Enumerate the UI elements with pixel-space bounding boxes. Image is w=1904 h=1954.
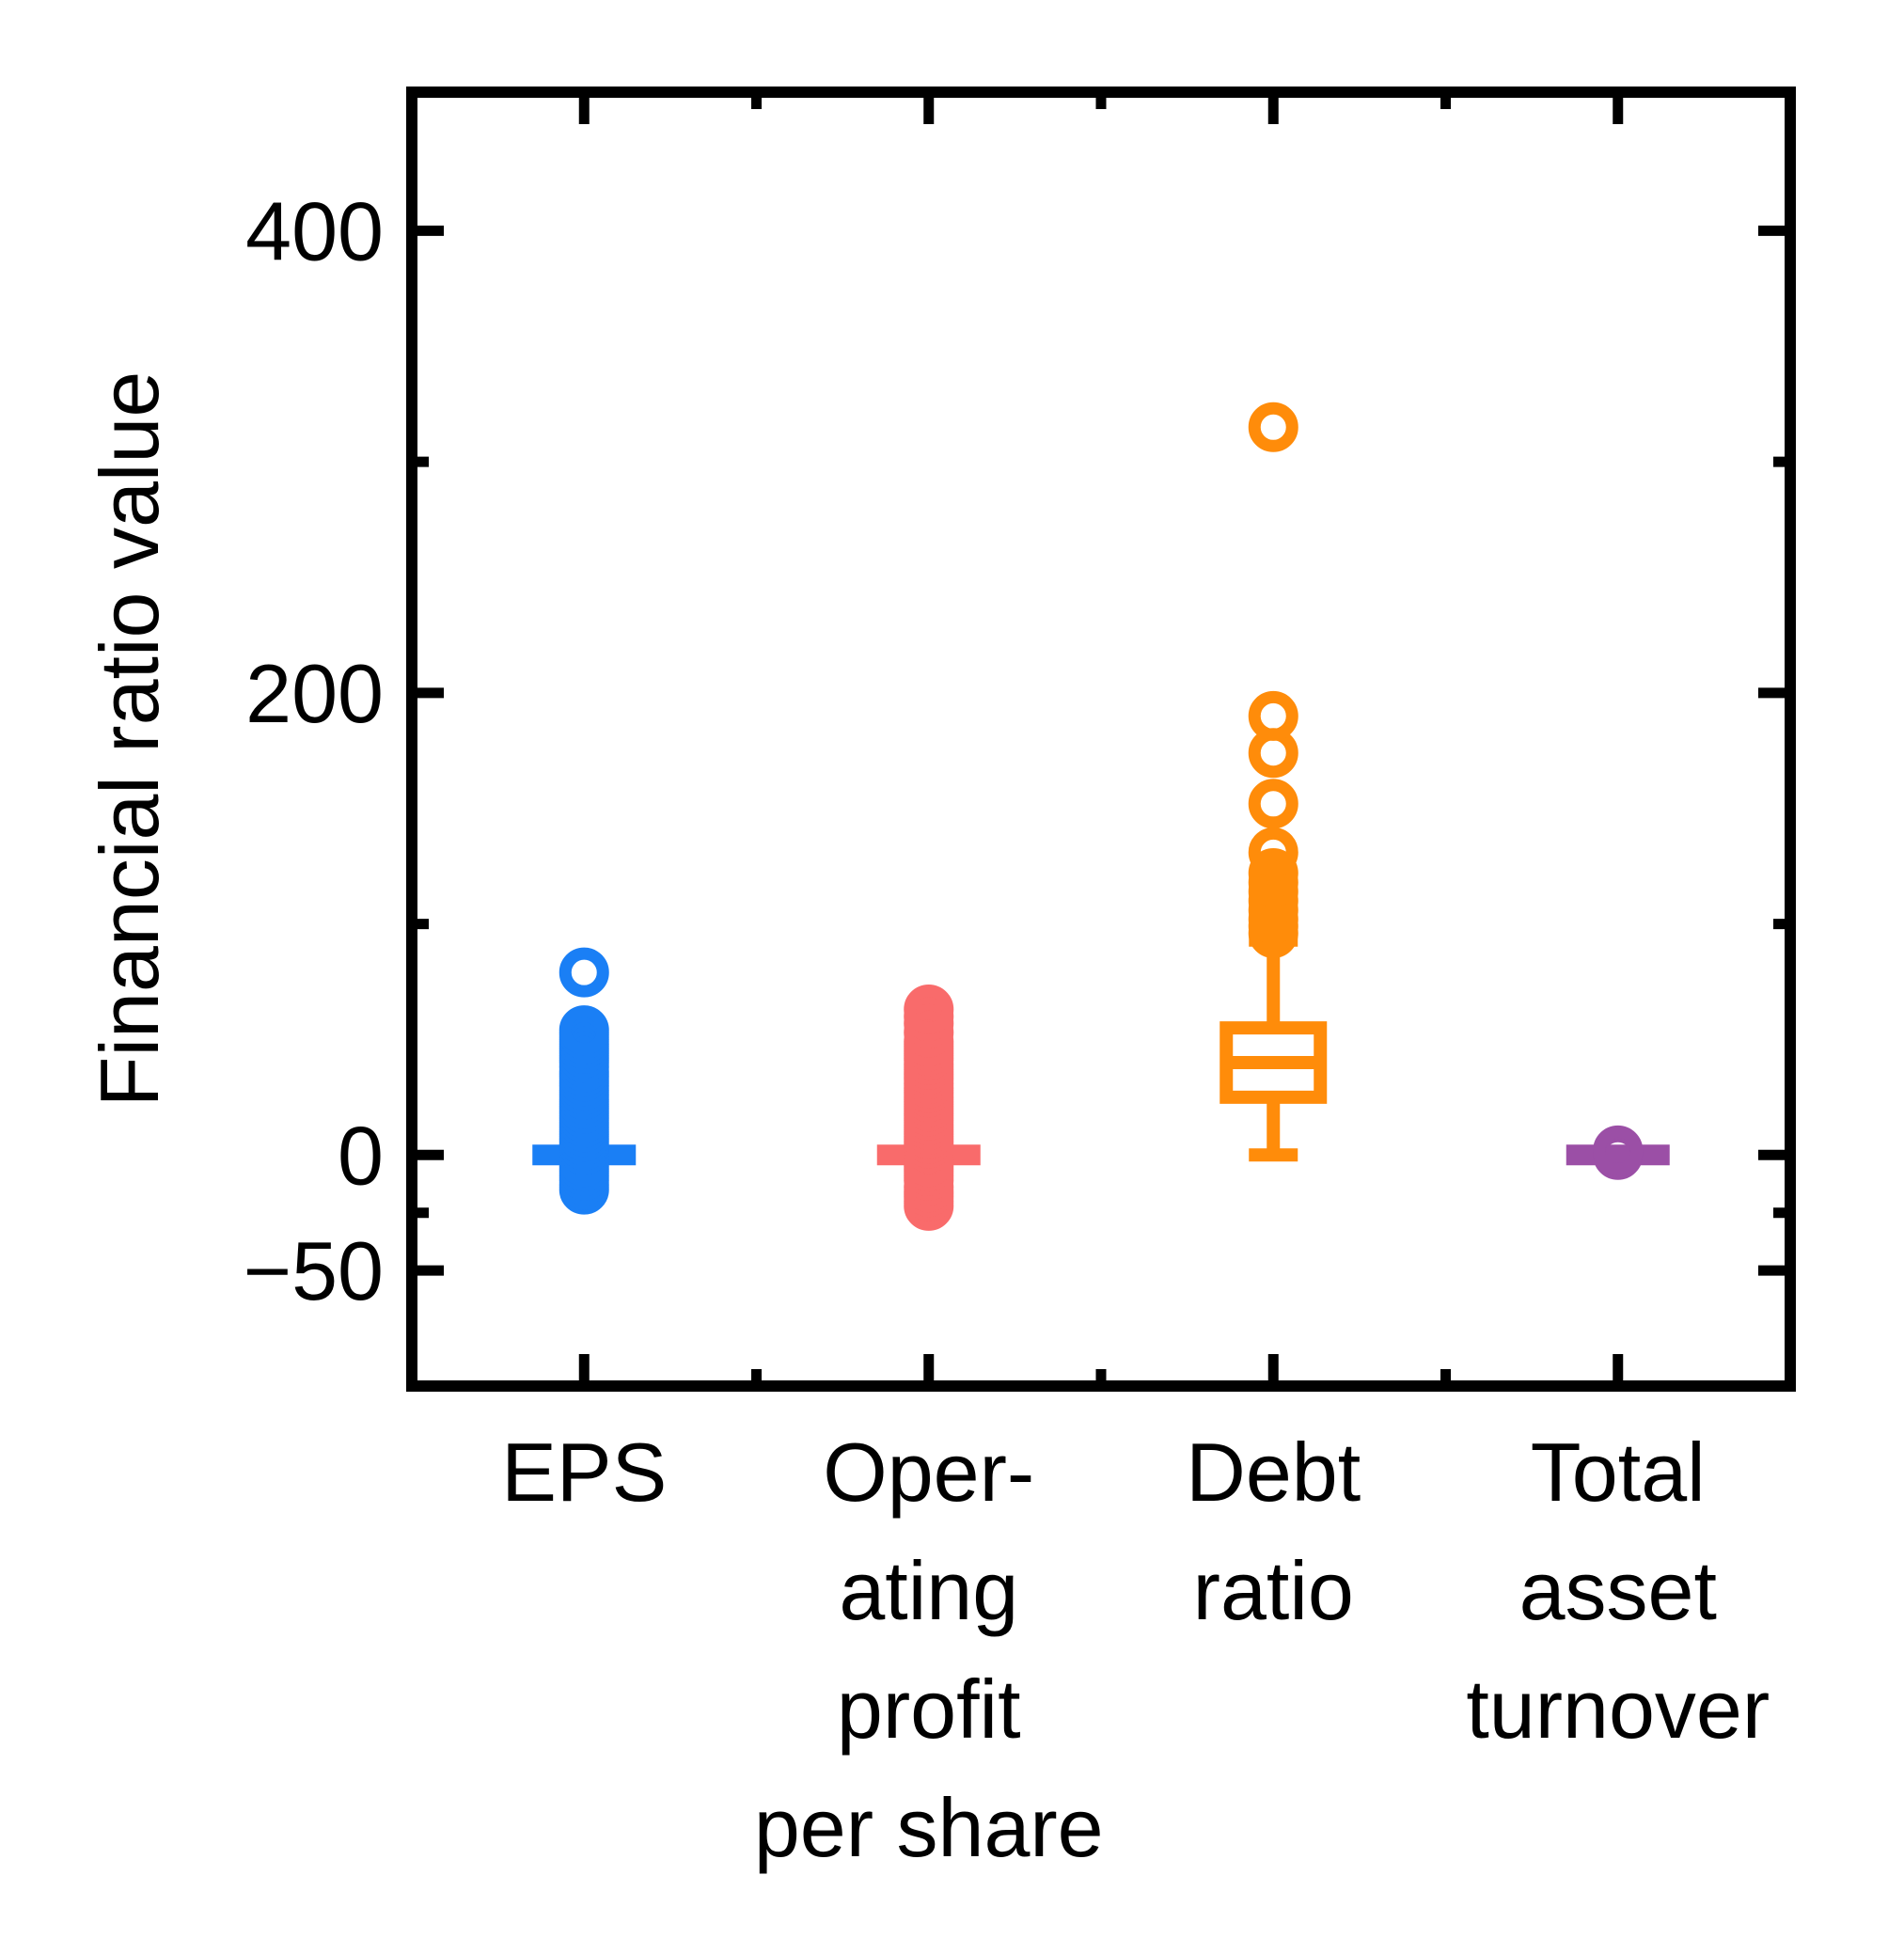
y-tick-labels: −50 0 200 400	[244, 184, 384, 1317]
outlier-point	[559, 1005, 609, 1056]
y-tick-label: 0	[338, 1109, 384, 1202]
outlier-point	[1248, 779, 1298, 829]
outlier-point	[1593, 1125, 1644, 1175]
y-tick-label: 200	[245, 647, 384, 740]
box-group	[1566, 1125, 1670, 1180]
x-category-label-line: Debt	[1186, 1426, 1361, 1519]
x-category-label-line: Oper-	[823, 1426, 1034, 1519]
x-category-label-line: per share	[754, 1781, 1104, 1874]
plot-area	[532, 402, 1670, 1231]
x-category-label: EPS	[501, 1426, 667, 1519]
x-category-label: Debt ratio	[1186, 1426, 1361, 1637]
outlier-point	[1248, 848, 1298, 899]
x-category-label-line: EPS	[501, 1426, 667, 1519]
x-category-label: Oper-ating profit per share	[754, 1426, 1104, 1874]
x-category-label: Total asset turnover	[1466, 1426, 1770, 1756]
box-group	[1220, 402, 1328, 1162]
outlier-point	[904, 984, 954, 1034]
outlier-point	[1248, 827, 1298, 877]
outlier-point	[1248, 690, 1298, 741]
box-group	[532, 947, 637, 1215]
x-category-label-line: Total	[1531, 1426, 1706, 1519]
y-tick-label: 400	[245, 184, 384, 277]
y-axis-title: Financial ratio value	[83, 371, 176, 1108]
axis-ticks	[412, 92, 1790, 1386]
x-category-label-line: asset	[1519, 1544, 1717, 1637]
x-category-labels: EPS Oper-ating profit per share Debt ratio Tot…	[501, 1426, 1770, 1874]
outlier-point	[1248, 402, 1298, 452]
x-category-label-line: turnover	[1466, 1662, 1770, 1756]
x-category-label-line: profit	[837, 1662, 1021, 1756]
x-category-label-line: ating	[839, 1544, 1018, 1637]
y-tick-label: −50	[244, 1224, 384, 1317]
outlier-point	[559, 947, 609, 998]
plot-frame	[406, 87, 1796, 1392]
box-group	[876, 984, 981, 1231]
x-category-label-line: ratio	[1193, 1544, 1354, 1637]
